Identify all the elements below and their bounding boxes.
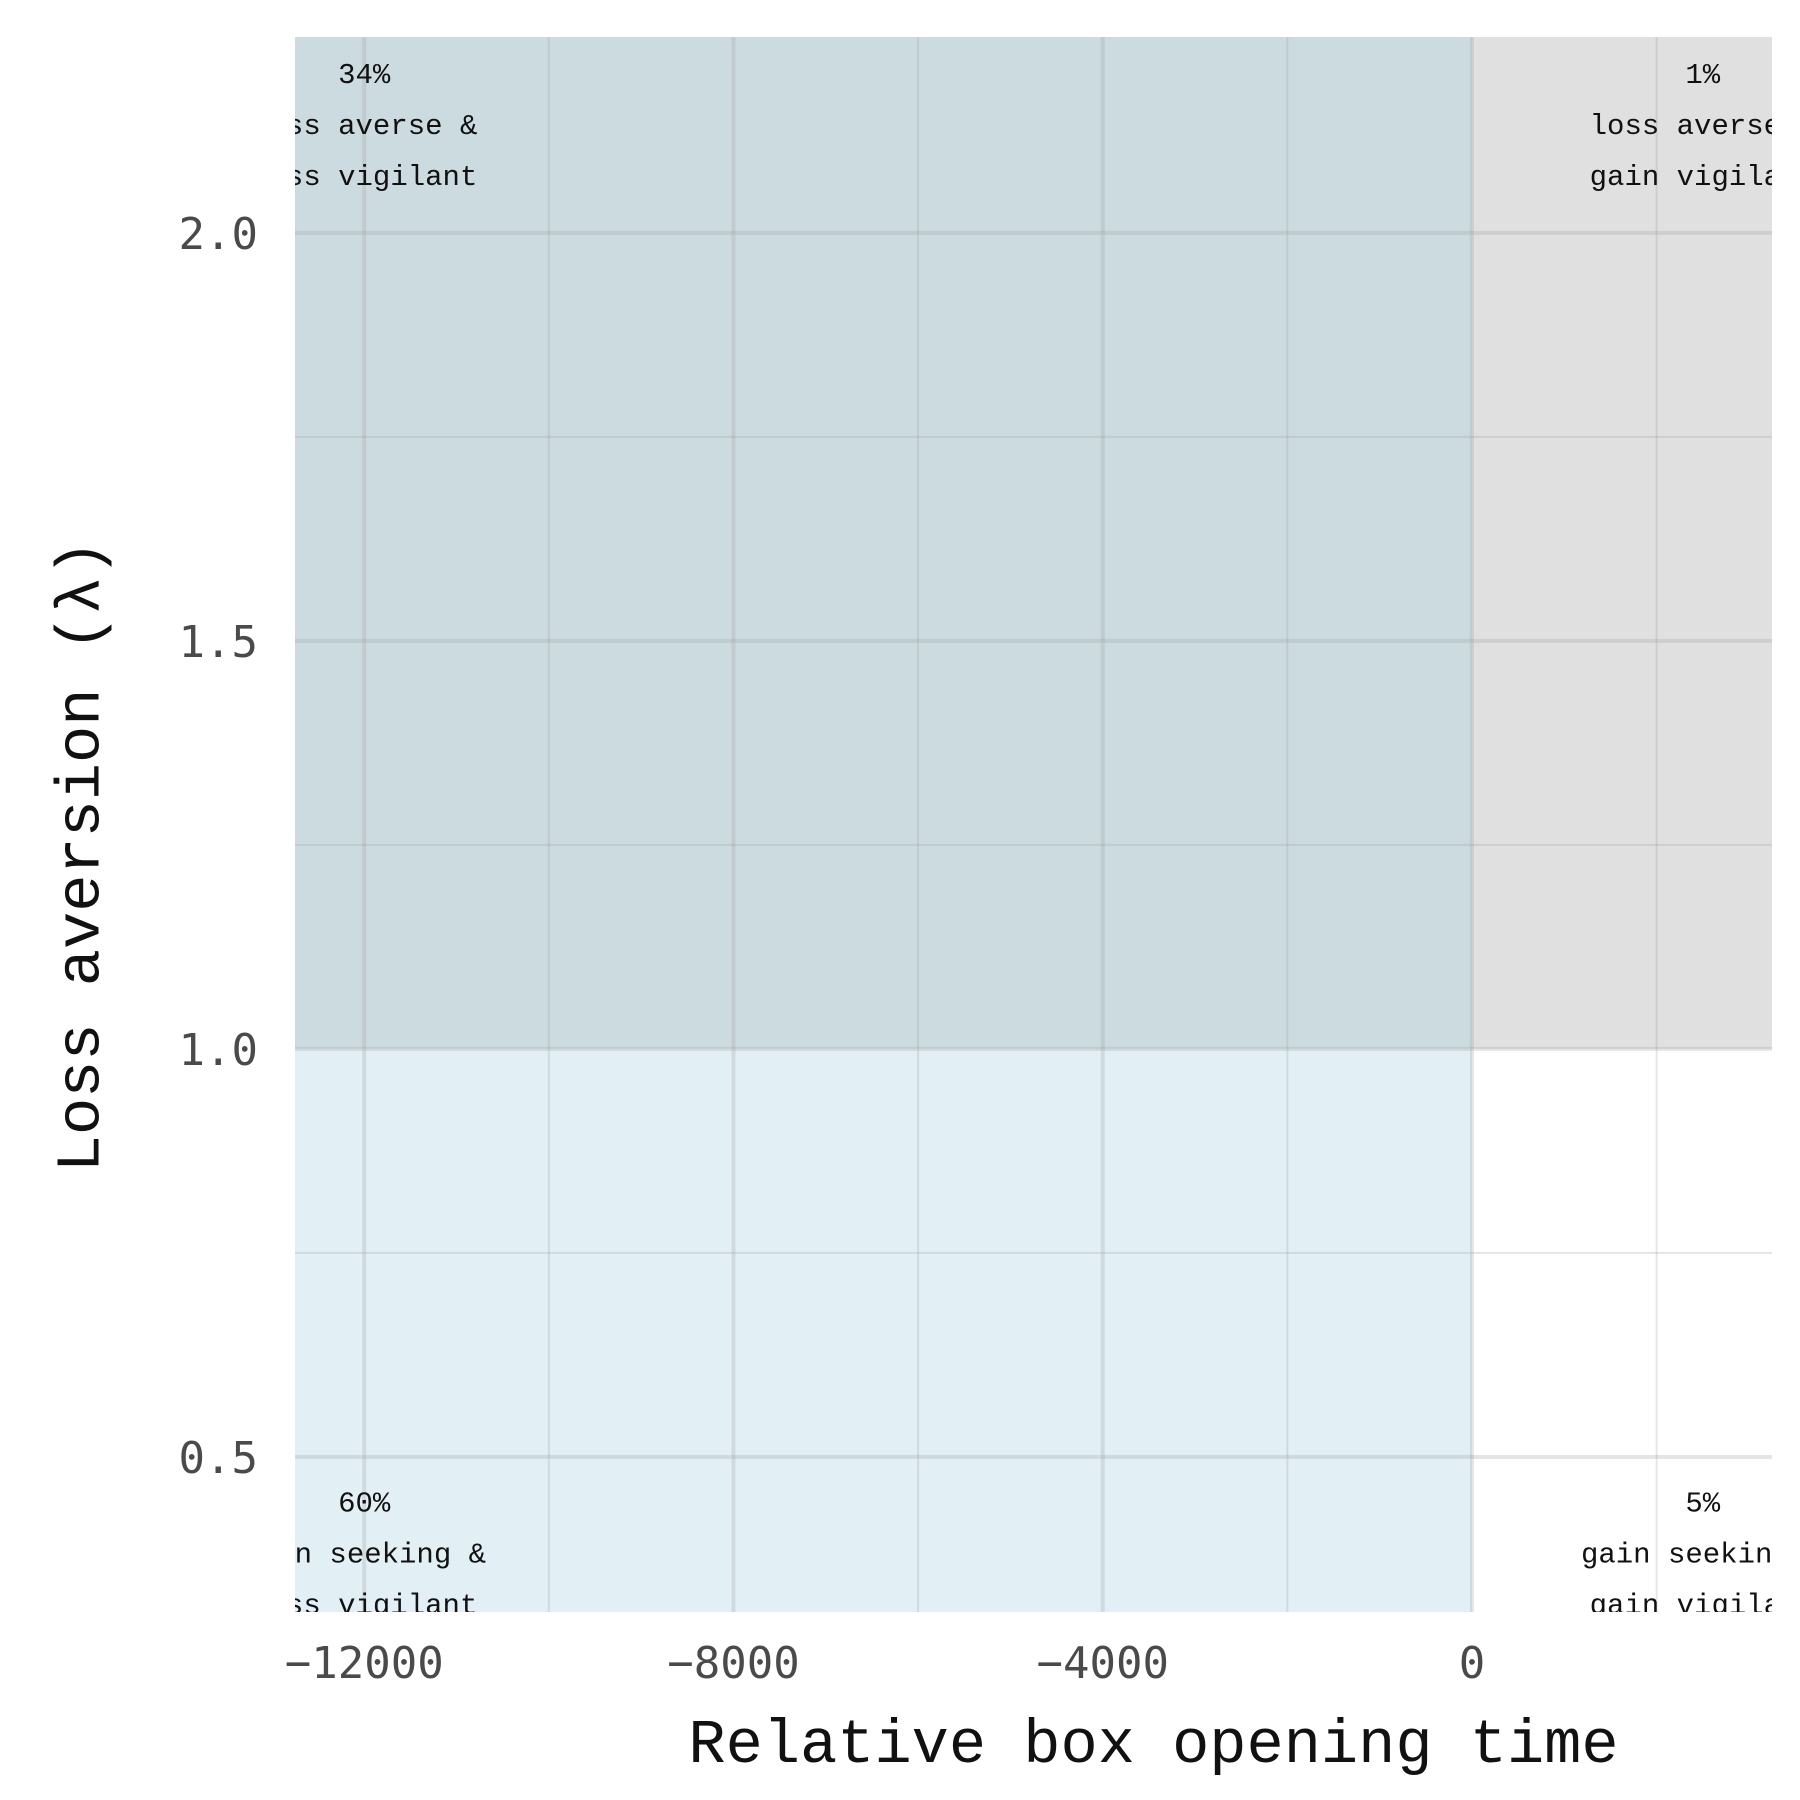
- quadrant-annotation-line: gain seeking &: [242, 1538, 486, 1571]
- x-tick-label: 0: [1459, 1638, 1486, 1689]
- x-tick-label: −4000: [1037, 1638, 1169, 1689]
- y-tick-label: 1.5: [179, 617, 258, 668]
- quadrant-annotation-line: 5%: [1685, 1487, 1720, 1520]
- quadrant-annotation-line: gain vigilant: [1590, 161, 1800, 194]
- y-tick-labels: 0.5 1.0 1.5 2.0: [179, 209, 258, 1484]
- quadrant-annotation-line: loss vigilant: [251, 1589, 477, 1622]
- quadrant-annotation-line: loss vigilant: [251, 161, 477, 194]
- quadrant-annotation-line: loss averse &: [251, 110, 477, 143]
- quadrant-regions: [295, 37, 1772, 1612]
- y-axis-title: Loss aversion (λ): [46, 540, 117, 1173]
- quadrant-annotations: 34% loss averse & loss vigilant 1% loss aver…: [242, 59, 1800, 1622]
- quadrant-annotation-line: 1%: [1685, 59, 1720, 92]
- x-tick-labels: −12000 −8000 −4000 0: [285, 1638, 1485, 1689]
- quadrant-region-0: [295, 37, 1472, 1049]
- quadrant-annotation-line: loss averse &: [1590, 110, 1800, 143]
- y-tick-label: 2.0: [179, 209, 258, 260]
- quadrant-annotation-line: gain vigilant: [1590, 1589, 1800, 1622]
- quadrant-annotation-line: gain seeking &: [1581, 1538, 1800, 1571]
- x-axis-title: Relative box opening time: [688, 1710, 1618, 1781]
- y-tick-label: 1.0: [179, 1025, 258, 1076]
- y-tick-label: 0.5: [179, 1433, 258, 1484]
- x-tick-label: −12000: [285, 1638, 444, 1689]
- quadrant-annotation-line: 60%: [338, 1487, 391, 1520]
- quadrant-region-3: [1471, 1048, 1772, 1612]
- quadrant-region-2: [295, 1048, 1472, 1612]
- grid: [295, 37, 1772, 1612]
- x-tick-label: −8000: [667, 1638, 799, 1689]
- quadrant-region-1: [1471, 37, 1772, 1049]
- quadrant-annotation-line: 34%: [338, 59, 391, 92]
